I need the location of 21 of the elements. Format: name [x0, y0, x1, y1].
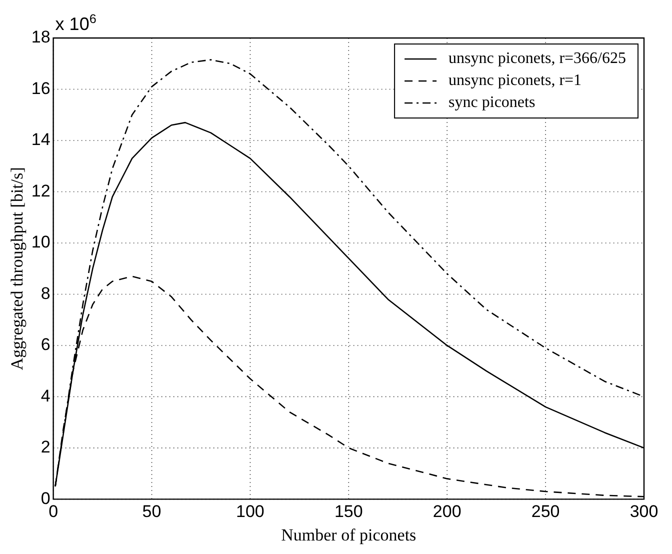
- y-tick-label: 18: [31, 28, 50, 47]
- y-tick-label: 16: [31, 78, 50, 98]
- x-tick-label: 50: [142, 502, 162, 522]
- y-tick-label: 12: [31, 181, 50, 200]
- y-axis-title: Aggregated throughput [bit/s]: [8, 167, 27, 370]
- y-tick-label: 4: [40, 386, 50, 406]
- y-tick-label: 10: [31, 232, 50, 252]
- y-tick-label: 6: [40, 335, 50, 354]
- x-tick-label: 200: [432, 502, 462, 522]
- legend-label: sync piconets: [448, 94, 536, 112]
- x-tick-label: 150: [334, 502, 363, 522]
- legend-label: unsync piconets, r=1: [448, 72, 582, 90]
- y-tick-label: 8: [40, 284, 50, 303]
- x-tick-label: 100: [236, 502, 264, 522]
- y-tick-label: 2: [40, 438, 50, 457]
- legend-label: unsync piconets, r=366/625: [448, 50, 626, 68]
- y-tick-label: 14: [31, 130, 50, 150]
- x-tick-label: 300: [630, 502, 658, 522]
- x-axis-title: Number of piconets: [281, 525, 416, 544]
- y-tick-label: 0: [40, 488, 50, 508]
- x-tick-label: 250: [531, 502, 560, 522]
